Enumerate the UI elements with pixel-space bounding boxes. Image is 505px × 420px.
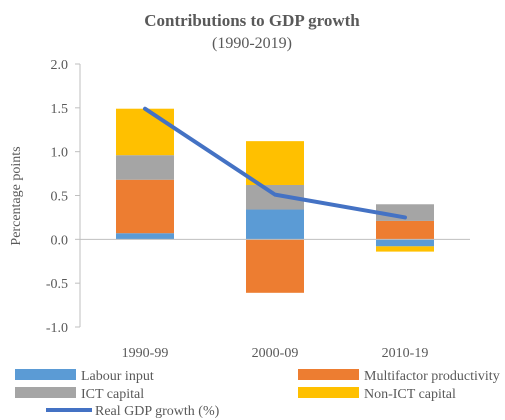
legend-label-ict-capital: ICT capital <box>81 387 144 402</box>
y-tick-label: 1.0 <box>51 146 69 161</box>
legend-swatch-multifactor-productivity <box>298 369 359 380</box>
bar-non-ict-capital-2010-19 <box>376 246 434 252</box>
y-tick-label: -1.0 <box>46 321 68 336</box>
x-tick-label: 2000-09 <box>252 346 299 361</box>
bar-non-ict-capital-1990-99 <box>116 108 174 156</box>
bar-ict-capital-1990-99 <box>116 155 174 180</box>
bar-labour-input-1990-99 <box>116 233 174 240</box>
bar-non-ict-capital-2000-09 <box>246 141 304 185</box>
legend-label-real-gdp-growth: Real GDP growth (%) <box>95 404 220 419</box>
bar-multifactor-productivity-2000-09 <box>246 239 304 293</box>
y-tick-label: 2.0 <box>51 58 69 73</box>
legend-swatch-non-ict-capital <box>298 387 359 398</box>
bar-multifactor-productivity-2010-19 <box>376 220 434 240</box>
bar-labour-input-2000-09 <box>246 209 304 240</box>
legend-swatch-ict-capital <box>15 387 76 398</box>
x-tick-label: 1990-99 <box>122 346 169 361</box>
legend-label-multifactor-productivity: Multifactor productivity <box>364 369 500 384</box>
plot-area: 2.0 1.5 1.0 0.5 0.0 -0.5 -1.0 1990-99 2000-09 201… <box>46 58 470 361</box>
bar-multifactor-productivity-1990-99 <box>116 179 174 234</box>
legend-label-labour-input: Labour input <box>81 369 154 384</box>
y-tick-label: 1.5 <box>51 102 69 117</box>
chart-title: Contributions to GDP growth <box>144 11 360 30</box>
y-tick-label: -0.5 <box>46 277 68 292</box>
y-axis-label: Percentage points <box>9 146 24 245</box>
legend: Labour input Multifactor productivity ICT … <box>15 369 500 419</box>
legend-swatch-labour-input <box>15 369 76 380</box>
bar-labour-input-2010-19 <box>376 239 434 247</box>
x-tick-label: 2010-19 <box>382 346 429 361</box>
y-tick-label: 0.0 <box>51 233 69 248</box>
chart-subtitle: (1990-2019) <box>212 35 292 52</box>
legend-label-non-ict-capital: Non-ICT capital <box>364 387 456 402</box>
y-tick-label: 0.5 <box>51 190 69 205</box>
